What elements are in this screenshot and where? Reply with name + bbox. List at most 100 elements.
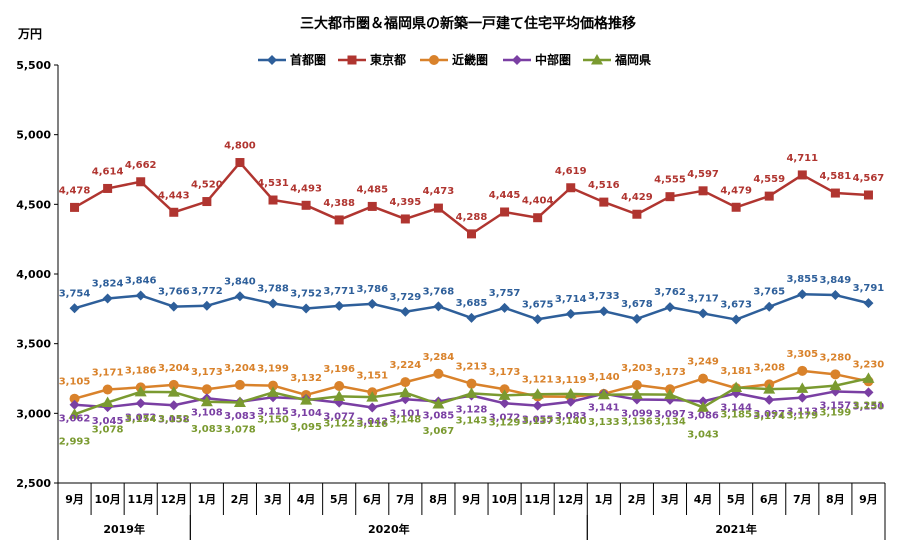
data-point-福岡県 [399,386,412,398]
data-label-近畿圏: 3,213 [456,362,488,373]
data-label-福岡県: 3,095 [290,422,322,433]
data-label-近畿圏: 3,186 [125,365,157,376]
data-point-東京都 [70,202,80,212]
data-label-近畿圏: 3,105 [59,377,91,388]
data-label-首都圏: 3,762 [654,287,686,298]
data-label-首都圏: 3,675 [522,299,554,310]
data-label-近畿圏: 3,173 [489,367,521,378]
data-point-福岡県 [498,389,511,400]
legend-marker-首都圏 [267,55,277,65]
y-tick-label: 4,500 [16,198,51,211]
data-label-首都圏: 3,791 [853,283,885,294]
data-label-福岡県: 3,174 [753,411,785,422]
data-label-福岡県: 3,129 [489,417,521,428]
data-point-首都圏 [400,306,411,317]
data-label-首都圏: 3,766 [158,287,190,298]
data-point-東京都 [731,202,741,212]
legend-label: 首都圏 [290,52,326,67]
data-label-東京都: 4,388 [323,198,355,209]
data-label-東京都: 4,531 [257,178,289,189]
data-label-首都圏: 3,752 [290,289,322,300]
data-label-近畿圏: 3,132 [290,373,322,384]
data-point-福岡県 [796,382,809,393]
x-tick-label: 1月 [594,493,613,506]
legend-label: 近畿圏 [452,52,488,67]
data-label-東京都: 4,493 [290,183,322,194]
x-tick-label: 4月 [297,493,316,506]
data-point-福岡県 [68,408,81,419]
data-label-近畿圏: 3,196 [323,364,355,375]
data-label-中部圏: 3,128 [456,404,488,415]
data-label-近畿圏: 3,173 [191,367,223,378]
data-point-福岡県 [432,397,445,409]
data-point-東京都 [500,207,510,217]
data-point-首都圏 [631,313,642,324]
x-tick-label: 9月 [462,493,481,506]
x-tick-label: 5月 [330,493,349,506]
data-label-中部圏: 3,157 [820,400,852,411]
data-point-東京都 [566,183,576,193]
data-point-東京都 [202,197,212,207]
x-tick-label: 3月 [264,493,283,506]
x-tick-label: 6月 [363,493,382,506]
data-label-福岡県: 3,150 [257,414,289,425]
data-label-東京都: 4,597 [687,169,719,180]
data-point-近畿圏 [69,393,80,404]
data-point-首都圏 [797,289,808,300]
data-label-福岡県: 3,136 [621,416,653,427]
data-point-東京都 [268,195,278,205]
data-point-首都圏 [135,290,146,301]
data-label-近畿圏: 3,151 [356,370,388,381]
data-point-東京都 [797,170,807,180]
data-point-近畿圏 [499,384,510,395]
data-point-東京都 [400,214,410,224]
data-point-首都圏 [234,291,245,302]
data-point-首都圏 [367,298,378,309]
data-label-東京都: 4,567 [853,173,885,184]
data-point-福岡県 [730,381,743,393]
y-tick-label: 5,500 [16,59,51,72]
data-label-福岡県: 3,078 [92,424,124,435]
data-point-福岡県 [300,394,313,405]
data-label-首都圏: 3,754 [59,288,91,299]
data-label-東京都: 4,619 [555,166,587,177]
x-tick-label: 9月 [859,493,878,506]
data-label-近畿圏: 3,121 [522,374,554,385]
data-label-福岡県: 3,133 [588,417,620,428]
data-label-中部圏: 3,101 [390,408,422,419]
x-tick-label: 11月 [128,493,154,506]
data-point-近畿圏 [268,380,279,391]
legend-marker-福岡県 [591,54,603,65]
data-label-東京都: 4,614 [92,166,124,177]
data-point-福岡県 [630,388,643,399]
data-label-福岡県: 3,148 [390,415,422,426]
data-point-東京都 [467,229,476,239]
x-tick-label: 8月 [429,493,448,506]
data-point-首都圏 [532,314,543,325]
data-point-東京都 [169,207,179,217]
data-label-首都圏: 3,786 [356,284,388,295]
data-label-首都圏: 3,855 [786,274,818,285]
y-tick-label: 4,000 [16,268,51,281]
x-tick-label: 1月 [198,493,217,506]
data-label-首都圏: 3,765 [753,287,785,298]
data-label-首都圏: 3,717 [687,293,719,304]
data-label-福岡県: 3,134 [654,417,686,428]
data-label-福岡県: 3,152 [158,414,190,425]
data-point-中部圏 [69,399,80,410]
data-label-中部圏: 3,108 [191,407,223,418]
data-point-近畿圏 [466,378,477,389]
x-tick-label: 5月 [727,493,746,506]
data-label-中部圏: 3,144 [720,402,752,413]
data-point-福岡県 [366,391,379,402]
data-point-福岡県 [862,372,875,383]
data-point-福岡県 [697,401,710,412]
data-label-近畿圏: 3,199 [257,364,289,375]
data-point-東京都 [301,200,311,210]
data-point-首都圏 [466,312,477,323]
data-point-首都圏 [433,301,444,312]
data-label-東京都: 4,559 [753,174,785,185]
data-point-近畿圏 [234,379,245,390]
data-label-東京都: 4,662 [125,160,157,171]
